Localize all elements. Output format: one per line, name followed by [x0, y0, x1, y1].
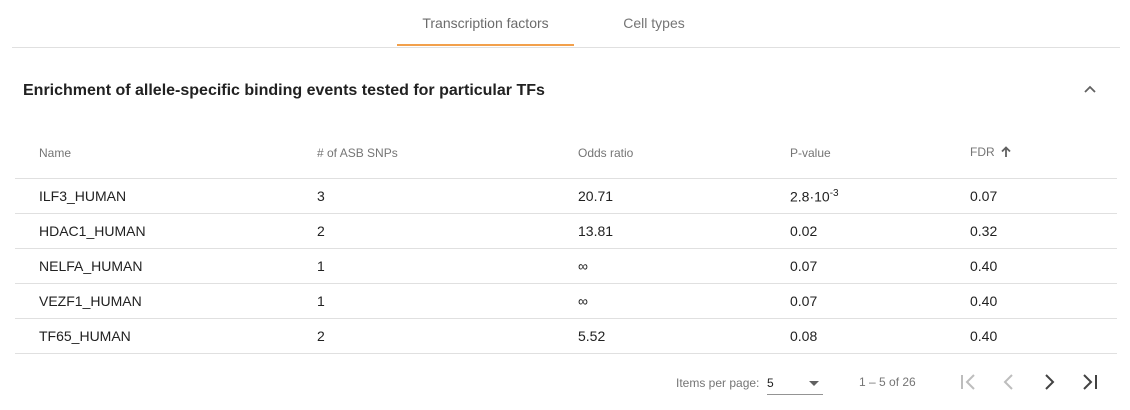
table-row[interactable]: VEZF1_HUMAN 1 ∞ 0.07 0.40: [15, 283, 1117, 319]
cell-name: HDAC1_HUMAN: [15, 213, 317, 249]
enrichment-table: Name # of ASB SNPs Odds ratio P-value FD…: [15, 127, 1117, 354]
table-row[interactable]: TF65_HUMAN 2 5.52 0.08 0.40: [15, 318, 1117, 354]
table-row[interactable]: HDAC1_HUMAN 2 13.81 0.02 0.32: [15, 213, 1117, 249]
panel-title: Enrichment of allele-specific binding ev…: [23, 82, 545, 99]
first-page-icon[interactable]: [957, 370, 981, 394]
cell-asb-snps: 1: [317, 248, 578, 284]
cell-asb-snps: 3: [317, 178, 578, 214]
p-value-base: 2.8·10: [790, 188, 830, 205]
tab-transcription-factors[interactable]: Transcription factors: [422, 15, 549, 31]
items-per-page-label: Items per page:: [676, 376, 760, 390]
table-row[interactable]: NELFA_HUMAN 1 ∞ 0.07 0.40: [15, 248, 1117, 284]
tab-cell-types[interactable]: Cell types: [623, 15, 685, 31]
cell-name: TF65_HUMAN: [15, 318, 317, 354]
dropdown-arrow-icon: [809, 381, 819, 386]
cell-odds-ratio: 20.71: [578, 178, 790, 214]
cell-name: NELFA_HUMAN: [15, 248, 317, 284]
table-header-row: Name # of ASB SNPs Odds ratio P-value FD…: [15, 127, 1117, 179]
items-per-page-select[interactable]: 5: [767, 372, 823, 395]
cell-asb-snps: 2: [317, 213, 578, 249]
tab-bar: Transcription factors Cell types: [12, 0, 1120, 48]
cell-asb-snps: 1: [317, 283, 578, 319]
last-page-icon[interactable]: [1077, 370, 1101, 394]
header-name[interactable]: Name: [15, 127, 317, 179]
cell-odds-ratio: ∞: [578, 248, 790, 284]
cell-odds-ratio: 13.81: [578, 213, 790, 249]
p-value-exponent: -3: [829, 187, 839, 199]
cell-fdr: 0.32: [970, 213, 1117, 249]
arrow-up-icon: [1000, 145, 1012, 161]
cell-fdr: 0.40: [970, 283, 1117, 319]
next-page-icon[interactable]: [1037, 370, 1061, 394]
cell-p-value: 0.02: [790, 213, 970, 249]
cell-name: VEZF1_HUMAN: [15, 283, 317, 319]
chevron-up-icon[interactable]: [1080, 80, 1100, 100]
cell-name: ILF3_HUMAN: [15, 178, 317, 214]
items-per-page-value: 5: [767, 376, 774, 390]
page-range-label: 1 – 5 of 26: [859, 375, 916, 389]
active-tab-indicator: [397, 44, 574, 46]
cell-odds-ratio: 5.52: [578, 318, 790, 354]
header-fdr-label: FDR: [970, 144, 995, 159]
cell-odds-ratio: ∞: [578, 283, 790, 319]
header-asb-snps[interactable]: # of ASB SNPs: [317, 127, 578, 179]
header-odds-ratio[interactable]: Odds ratio: [578, 127, 790, 179]
cell-p-value: 2.8·10-3: [790, 178, 970, 214]
header-p-value[interactable]: P-value: [790, 127, 970, 179]
cell-asb-snps: 2: [317, 318, 578, 354]
cell-fdr: 0.40: [970, 318, 1117, 354]
cell-p-value: 0.07: [790, 248, 970, 284]
table-row[interactable]: ILF3_HUMAN 3 20.71 2.8·10-3 0.07: [15, 178, 1117, 214]
paginator: Items per page: 5 1 – 5 of 26: [0, 364, 1130, 400]
previous-page-icon[interactable]: [997, 370, 1021, 394]
header-fdr[interactable]: FDR: [970, 127, 1117, 179]
cell-p-value: 0.08: [790, 318, 970, 354]
cell-fdr: 0.07: [970, 178, 1117, 214]
cell-p-value: 0.07: [790, 283, 970, 319]
cell-fdr: 0.40: [970, 248, 1117, 284]
